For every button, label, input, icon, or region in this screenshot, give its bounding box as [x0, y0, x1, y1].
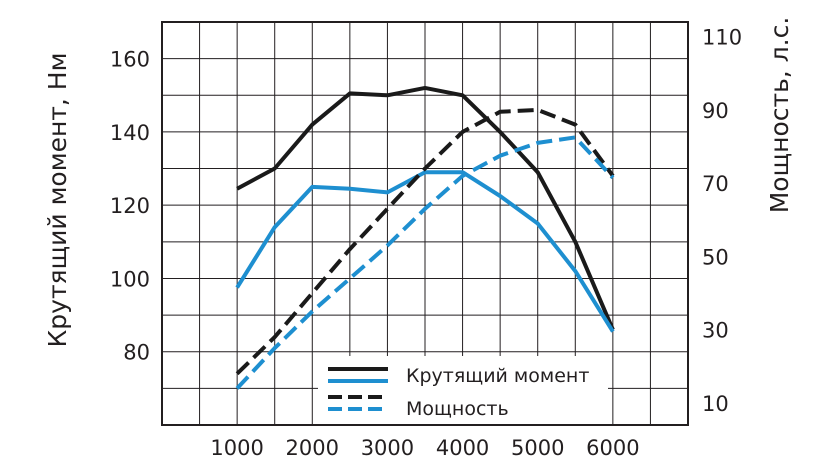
- x-tick-label: 1000: [210, 436, 263, 460]
- x-axis-ticks: 1000 2000 3000 4000 5000 6000: [210, 436, 639, 460]
- left-tick-label: 160: [110, 48, 150, 72]
- legend-label-power: Мощность: [406, 398, 509, 420]
- series-lines: [235, 85, 615, 390]
- left-tick-label: 120: [110, 194, 150, 218]
- series-line-1: [235, 170, 615, 333]
- right-tick-label: 30: [702, 319, 729, 343]
- x-tick-label: 5000: [511, 436, 564, 460]
- right-tick-label: 110: [702, 26, 742, 50]
- series-line-3: [235, 135, 615, 390]
- right-tick-label: 90: [702, 99, 729, 123]
- x-tick-label: 3000: [361, 436, 414, 460]
- series-line-2: [235, 107, 615, 376]
- x-tick-label: 2000: [286, 436, 339, 460]
- left-tick-label: 80: [123, 341, 150, 365]
- right-tick-label: 10: [702, 392, 729, 416]
- right-tick-label: 70: [702, 172, 729, 196]
- x-tick-label: 6000: [586, 436, 639, 460]
- right-tick-label: 50: [702, 245, 729, 269]
- right-axis-ticks: 10 30 50 70 90 110: [702, 26, 742, 416]
- left-axis-title: Крутящий момент, Нм: [43, 53, 72, 348]
- legend-label-torque: Крутящий момент: [406, 365, 589, 387]
- plot-frame: [161, 21, 689, 426]
- x-tick-label: 4000: [436, 436, 489, 460]
- left-tick-label: 140: [110, 121, 150, 145]
- series-line-0: [236, 85, 615, 331]
- right-axis-title: Мощность, л.с.: [765, 17, 794, 214]
- left-axis-ticks: 80 100 120 140 160: [110, 48, 150, 365]
- left-tick-label: 100: [110, 267, 150, 291]
- legend: Крутящий момент Мощность: [318, 356, 608, 424]
